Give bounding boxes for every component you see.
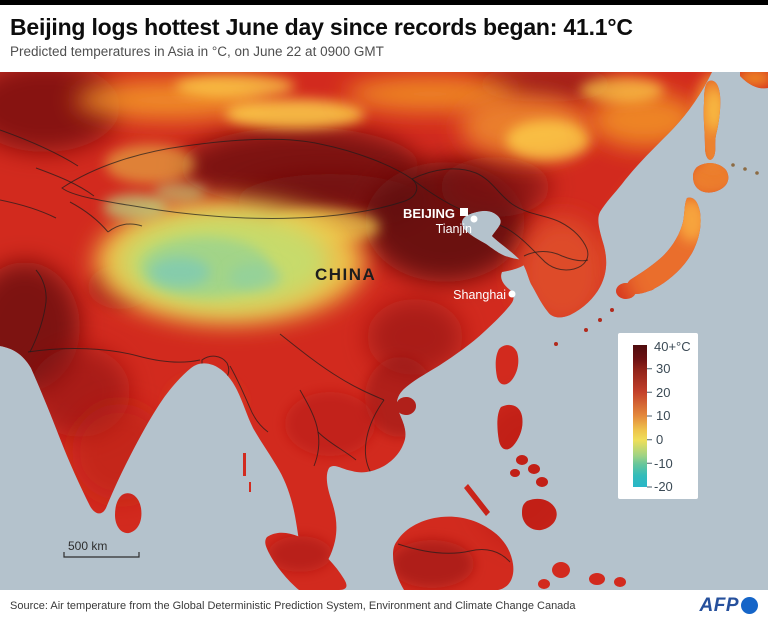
afp-logo-text: AFP xyxy=(699,594,739,616)
source-text: Source: Air temperature from the Global … xyxy=(10,599,576,612)
tianjin-dot-marker xyxy=(470,215,478,223)
legend-label-30: 30 xyxy=(656,361,670,376)
top-black-bar xyxy=(0,0,768,5)
page-subtitle: Predicted temperatures in Asia in °C, on… xyxy=(10,44,384,59)
china-country-label: CHINA xyxy=(315,265,376,284)
page-title: Beijing logs hottest June day since reco… xyxy=(10,14,633,40)
city-labels: BEIJING Tianjin Shanghai CHINA xyxy=(315,206,516,302)
afp-logo: AFP xyxy=(699,594,758,617)
legend-label-10: 10 xyxy=(656,408,670,423)
country-borders-layer xyxy=(0,129,589,563)
header: Beijing logs hottest June day since reco… xyxy=(0,5,768,72)
footer: Source: Air temperature from the Global … xyxy=(0,590,768,621)
shanghai-dot-marker xyxy=(508,290,516,298)
tianjin-label: Tianjin xyxy=(436,222,472,236)
temperature-legend: 40+°C 30 20 10 0 -10 -20 xyxy=(618,333,698,499)
legend-labels: 40+°C 30 20 10 0 -10 -20 xyxy=(654,339,691,494)
legend-label-40: 40+°C xyxy=(654,339,691,354)
legend-label-20: 20 xyxy=(656,385,670,400)
legend-label-0: 0 xyxy=(656,432,663,447)
beijing-label: BEIJING xyxy=(403,206,455,221)
legend-label-neg10: -10 xyxy=(654,456,673,471)
legend-gradient-bar xyxy=(633,345,647,487)
small-islands xyxy=(554,163,759,346)
asia-temperature-map: BEIJING Tianjin Shanghai CHINA 500 km 40… xyxy=(0,72,768,590)
map-svg: BEIJING Tianjin Shanghai CHINA 500 km 40… xyxy=(0,72,768,590)
scale-bar-line xyxy=(63,552,140,558)
afp-logo-circle-icon xyxy=(741,597,758,614)
scale-bar: 500 km xyxy=(63,539,140,558)
scale-bar-label: 500 km xyxy=(68,539,107,553)
shanghai-label: Shanghai xyxy=(453,288,506,302)
beijing-square-marker xyxy=(460,208,468,216)
legend-ticks xyxy=(647,368,652,488)
legend-label-neg20: -20 xyxy=(654,479,673,494)
